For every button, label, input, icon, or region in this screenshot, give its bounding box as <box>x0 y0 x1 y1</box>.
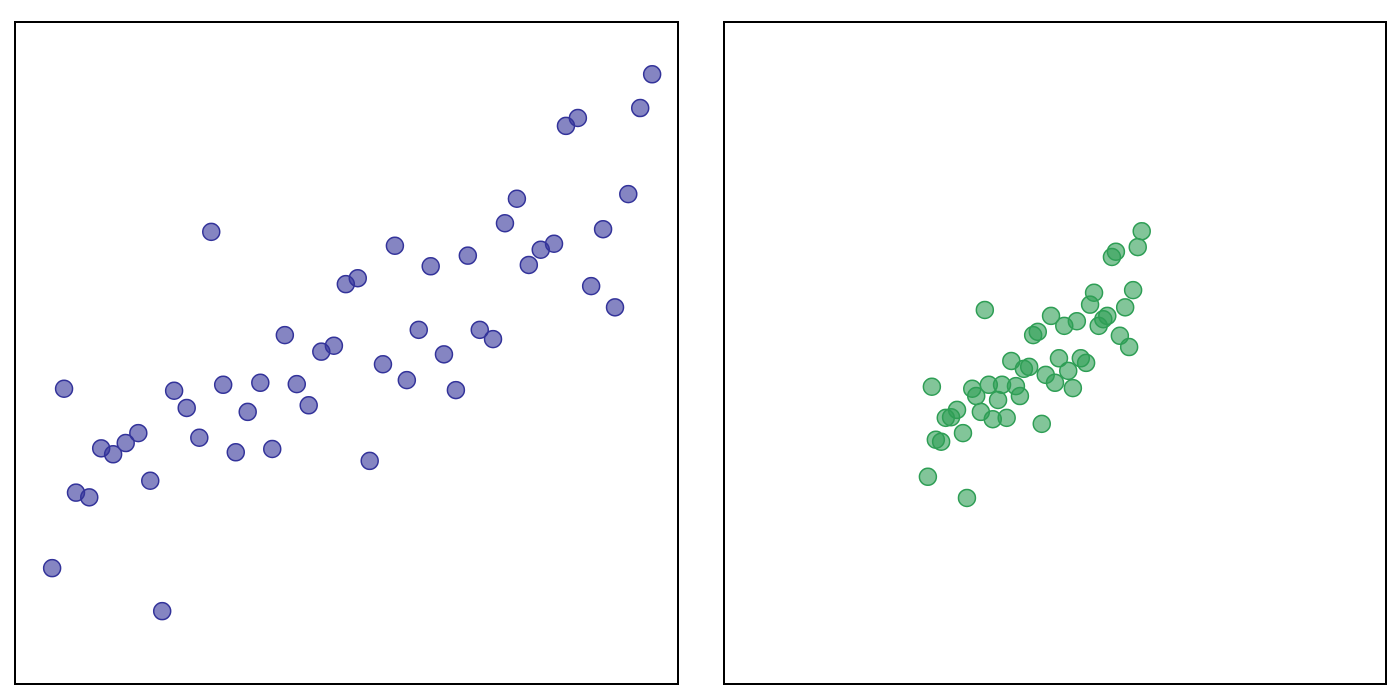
point <box>397 370 417 390</box>
point <box>190 428 209 447</box>
point <box>116 433 135 453</box>
point <box>630 98 650 118</box>
panel-frame <box>14 21 679 685</box>
point <box>54 379 74 398</box>
point <box>238 402 257 422</box>
point <box>918 467 938 487</box>
point <box>299 396 318 415</box>
point <box>483 329 503 349</box>
point <box>373 355 393 374</box>
point <box>922 377 942 397</box>
point <box>1032 414 1052 434</box>
point <box>262 439 282 459</box>
point <box>1115 298 1135 317</box>
point <box>446 380 466 400</box>
point <box>213 375 233 395</box>
point <box>129 423 148 443</box>
panel-frame <box>723 21 1387 685</box>
point <box>568 108 588 128</box>
point <box>1132 221 1151 241</box>
point <box>931 432 951 451</box>
point <box>1063 378 1083 398</box>
point <box>470 320 490 340</box>
point <box>507 189 527 209</box>
point <box>348 268 368 288</box>
point <box>80 488 99 507</box>
point <box>421 257 440 276</box>
point <box>544 234 564 254</box>
point <box>226 443 246 462</box>
point <box>957 488 977 508</box>
point <box>947 400 967 420</box>
point <box>975 300 995 320</box>
point <box>1076 353 1096 373</box>
point <box>385 236 405 256</box>
point <box>141 471 160 491</box>
point <box>1049 349 1069 368</box>
point <box>177 398 196 418</box>
point <box>1067 311 1087 331</box>
point <box>152 601 172 621</box>
point <box>275 325 295 345</box>
point <box>103 445 123 464</box>
point <box>593 219 613 239</box>
point <box>1106 242 1126 261</box>
point <box>251 373 270 393</box>
point <box>1019 357 1039 377</box>
point <box>409 320 429 340</box>
point <box>997 408 1016 428</box>
point <box>605 298 625 317</box>
point <box>1058 361 1078 381</box>
point <box>458 246 478 265</box>
point <box>1028 322 1048 342</box>
point <box>953 423 973 443</box>
point <box>1128 237 1147 257</box>
point <box>1098 306 1117 326</box>
point <box>1045 373 1065 393</box>
point <box>519 255 539 275</box>
point <box>619 184 638 204</box>
point <box>988 390 1008 410</box>
point <box>201 222 221 242</box>
point <box>581 276 601 296</box>
point <box>642 65 662 84</box>
point <box>1084 283 1104 303</box>
point <box>164 381 184 400</box>
point <box>1010 386 1030 406</box>
point <box>360 451 379 471</box>
point <box>1041 306 1061 326</box>
point <box>1119 337 1139 357</box>
point <box>495 213 515 233</box>
point <box>434 345 454 364</box>
point <box>1123 280 1143 300</box>
point <box>42 558 62 578</box>
point <box>324 336 344 355</box>
point <box>287 374 307 394</box>
